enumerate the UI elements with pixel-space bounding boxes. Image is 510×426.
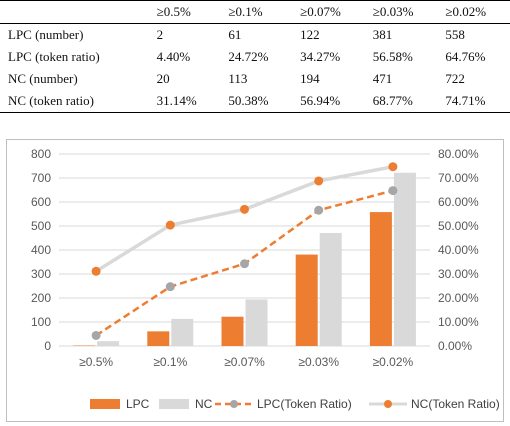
legend-marker-lpc-token-ratio (230, 400, 238, 408)
y-axis-tick-label: 0 (44, 339, 51, 353)
y-axis-tick-label: 300 (31, 267, 51, 281)
table-cell: 558 (445, 27, 465, 42)
x-axis-tick-label: ≥0.07% (224, 355, 265, 369)
x-axis-tick-label: ≥0.03% (298, 355, 339, 369)
point-nc-token-ratio (388, 162, 398, 172)
table-cell: 471 (372, 71, 393, 86)
point-nc-token-ratio (240, 204, 249, 214)
legend-label-nc: NC (195, 397, 213, 411)
table-header-cell (0, 1, 149, 24)
table-cell: 113 (228, 71, 248, 86)
table-cell: 74.71% (445, 93, 486, 108)
table-header-cell: ≥0.07% (300, 4, 341, 19)
legend-swatch-nc (159, 399, 189, 409)
table-cell: 61 (228, 27, 242, 42)
bar-nc (97, 341, 120, 346)
table-cell: 381 (372, 27, 393, 42)
x-axis-tick-label: ≥0.02% (373, 355, 414, 369)
point-lpc-token-ratio (91, 330, 101, 340)
table-header-cell: ≥0.03% (372, 4, 414, 19)
row-label: LPC (token ratio) (8, 49, 100, 64)
point-lpc-token-ratio (165, 282, 175, 292)
point-lpc-token-ratio (388, 186, 398, 196)
bar-lpc (295, 254, 318, 346)
legend-label-nc-token-ratio: NC(Token Ratio) (411, 397, 500, 411)
y-axis-tick-label: 100 (31, 315, 51, 329)
y-axis-tick-label: 700 (31, 171, 51, 185)
table-header-cell: ≥0.02% (445, 4, 487, 19)
table-cell: 20 (156, 71, 170, 86)
table-cell: 34.27% (300, 49, 341, 64)
bar-lpc (369, 212, 392, 346)
y-axis-tick-label: 400 (31, 243, 51, 257)
table-cell: 24.72% (228, 49, 269, 64)
table-header-cell: ≥0.1% (228, 4, 263, 19)
x-axis-tick-label: ≥0.5% (79, 355, 113, 369)
table-row: LPC (number) 2 61 122 381 558 (0, 24, 510, 47)
table-cell: 56.94% (300, 93, 341, 108)
y-axis-tick-label: 200 (31, 291, 51, 305)
y2-axis-tick-label: 40.00% (438, 243, 479, 257)
table-cell: 722 (445, 71, 465, 86)
point-nc-token-ratio (314, 176, 324, 186)
table-header-row: ≥0.5% ≥0.1% ≥0.07% ≥0.03% ≥0.02% (0, 0, 510, 24)
results-table: ≥0.5% ≥0.1% ≥0.07% ≥0.03% ≥0.02% LPC (nu… (0, 0, 510, 113)
point-nc-token-ratio (91, 266, 101, 276)
legend-swatch-lpc (90, 399, 120, 409)
table-cell: 56.58% (372, 49, 413, 64)
y-axis-tick-label: 600 (31, 195, 51, 209)
y-axis-tick-label: 800 (31, 147, 51, 161)
bar-nc (245, 299, 268, 346)
y2-axis-tick-label: 60.00% (438, 195, 479, 209)
table-cell: 68.77% (372, 93, 413, 108)
table-cell: 31.14% (156, 93, 197, 108)
bar-nc (319, 232, 342, 346)
y2-axis-tick-label: 80.00% (438, 147, 479, 161)
table-row: NC (token ratio) 31.14% 50.38% 56.94% 68… (0, 90, 510, 113)
point-nc-token-ratio (165, 220, 175, 230)
y2-axis-tick-label: 20.00% (438, 291, 479, 305)
table-cell: 194 (300, 71, 320, 86)
table-header-cell: ≥0.5% (156, 4, 191, 19)
y2-axis-tick-label: 0.00% (438, 339, 472, 353)
y2-axis-tick-label: 10.00% (438, 315, 479, 329)
line-nc-token-ratio (95, 164, 394, 273)
bar-lpc (147, 331, 170, 346)
point-lpc-token-ratio (240, 259, 249, 269)
table-cell: 64.76% (445, 49, 486, 64)
table-row: NC (number) 20 113 194 471 722 (0, 68, 510, 90)
chart-panel: 0 100 200 300 400 500 600 700 800 0.00% 10.00% 20.0… (6, 139, 504, 422)
legend-label-lpc: LPC (126, 397, 150, 411)
table-cell: 2 (156, 27, 164, 42)
bar-nc (171, 318, 194, 346)
y-axis-tick-label: 500 (31, 219, 51, 233)
legend-marker-nc-token-ratio (384, 400, 392, 408)
x-axis-tick-label: ≥0.1% (153, 355, 187, 369)
table-row: LPC (token ratio) 4.40% 24.72% 34.27% 56… (0, 46, 510, 68)
row-label: NC (number) (8, 71, 78, 86)
table-cell: 4.40% (156, 49, 191, 64)
bar-lpc (221, 316, 244, 346)
bar-nc (393, 172, 416, 346)
y2-axis-tick-label: 50.00% (438, 219, 479, 233)
combo-chart: 0 100 200 300 400 500 600 700 800 0.00% 10.00% 20.0… (31, 147, 500, 411)
row-label: LPC (number) (8, 27, 84, 42)
table-cell: 50.38% (228, 93, 269, 108)
row-label: NC (token ratio) (8, 93, 94, 108)
point-lpc-token-ratio (314, 205, 324, 215)
table-cell: 122 (300, 27, 320, 42)
legend-label-lpc-token-ratio: LPC(Token Ratio) (257, 397, 352, 411)
y2-axis-tick-label: 30.00% (438, 267, 479, 281)
y2-axis-tick-label: 70.00% (438, 171, 479, 185)
